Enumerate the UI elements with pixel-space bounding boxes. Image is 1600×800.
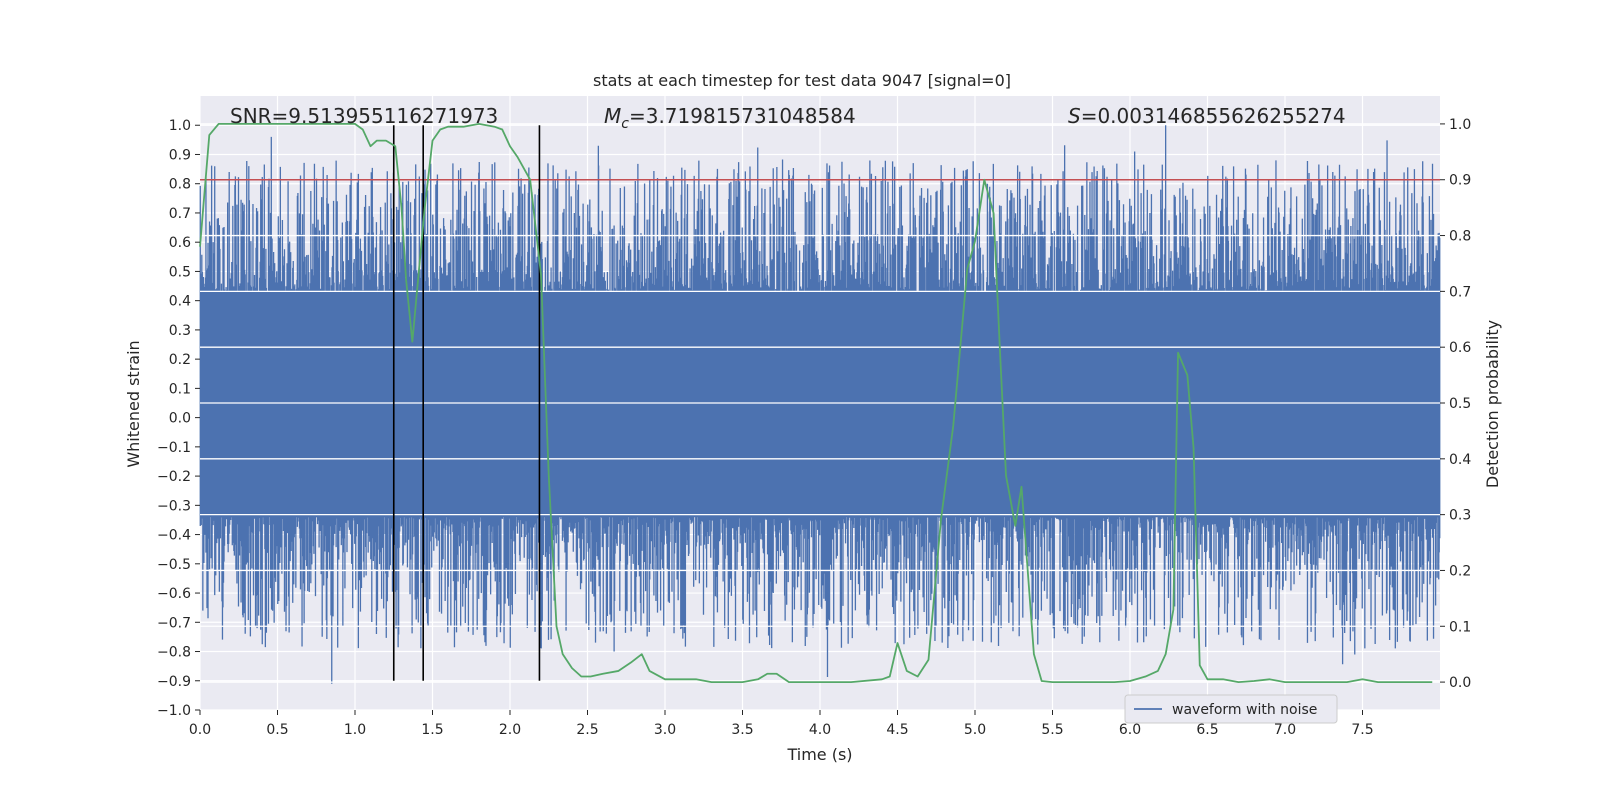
y-left-axis-label: Whitened strain <box>124 340 143 467</box>
legend: waveform with noise <box>1124 694 1338 724</box>
x-tick-label: 0.5 <box>266 722 288 738</box>
y-left-tick-label: 0.1 <box>169 381 191 397</box>
x-tick-label: 2.0 <box>499 722 521 738</box>
x-tick-label: 7.5 <box>1351 722 1373 738</box>
y-left-tick-label: −0.7 <box>157 615 191 631</box>
series-detection-probability <box>199 123 1433 683</box>
y-left-tick-label: 0.0 <box>169 411 191 427</box>
y-left-tick-label: −0.5 <box>157 557 191 573</box>
x-tick-label: 2.5 <box>576 722 598 738</box>
x-tick-label: 1.0 <box>344 722 366 738</box>
legend-box <box>1124 694 1338 724</box>
y-right-tick-label: 0.5 <box>1449 396 1471 412</box>
legend-label-waveform: waveform with noise <box>1172 702 1317 718</box>
y-right-tick-label: 0.2 <box>1449 563 1471 579</box>
y-left-tick-label: 0.2 <box>169 352 191 368</box>
y-right-tick-label: 0.4 <box>1449 452 1471 468</box>
x-tick-label: 5.5 <box>1041 722 1063 738</box>
x-axis-ticks: 0.0 0.5 1.0 1.5 2.0 2.5 3.0 3.5 4.0 4.5 5.0 5.5 6.0 6… <box>189 710 1374 738</box>
x-tick-label: 7.0 <box>1274 722 1296 738</box>
mc-subscript: c <box>621 116 629 132</box>
y-left-tick-label: −0.2 <box>157 469 191 485</box>
y-right-tick-label: 0.8 <box>1449 229 1471 245</box>
chart-title: stats at each timestep for test data 904… <box>593 71 1011 90</box>
x-tick-label: 6.5 <box>1196 722 1218 738</box>
s-symbol: S <box>1068 104 1081 128</box>
y-right-tick-label: 0.7 <box>1449 284 1471 300</box>
y-right-axis-label: Detection probability <box>1483 320 1502 488</box>
s-value: =0.003146855626255274 <box>1081 104 1346 128</box>
y-left-tick-label: 0.7 <box>169 206 191 222</box>
y-left-tick-label: 0.4 <box>169 294 191 310</box>
y-left-axis-ticks: −1.0 −0.9 −0.8 −0.7 −0.6 −0.5 −0.4 −0.3 −0.2 −0.1… <box>157 118 200 719</box>
x-tick-label: 1.5 <box>421 722 443 738</box>
x-tick-label: 4.0 <box>809 722 831 738</box>
x-tick-label: 5.0 <box>964 722 986 738</box>
y-right-tick-label: 0.6 <box>1449 340 1471 356</box>
y-left-tick-label: −0.8 <box>157 645 191 661</box>
y-left-tick-label: −0.9 <box>157 674 191 690</box>
snr-annotation: SNR=9.513955116271973 <box>230 104 498 128</box>
y-right-tick-label: 0.1 <box>1449 619 1471 635</box>
mc-annotation: Mc=3.719815731048584 <box>604 104 856 132</box>
y-right-tick-label: 0.9 <box>1449 173 1471 189</box>
y-right-tick-label: 0.3 <box>1449 508 1471 524</box>
y-left-tick-label: −0.4 <box>157 528 191 544</box>
y-left-tick-label: 0.8 <box>169 177 191 193</box>
x-axis-label: Time (s) <box>786 745 852 764</box>
y-left-tick-label: 0.5 <box>169 264 191 280</box>
y-left-tick-label: 0.9 <box>169 147 191 163</box>
y-right-tick-label: 0.0 <box>1449 675 1471 691</box>
y-right-axis-ticks: 0.0 0.1 0.2 0.3 0.4 0.5 0.6 0.7 0.8 0.9 1.0 <box>1440 117 1471 691</box>
x-tick-label: 0.0 <box>189 722 211 738</box>
y-left-tick-label: −0.6 <box>157 586 191 602</box>
y-left-tick-label: 0.6 <box>169 235 191 251</box>
y-left-tick-label: −0.3 <box>157 498 191 514</box>
s-annotation: S=0.003146855626255274 <box>1068 104 1346 128</box>
y-left-tick-label: −0.1 <box>157 440 191 456</box>
mc-symbol: M <box>604 104 621 128</box>
x-tick-label: 3.0 <box>654 722 676 738</box>
mc-value: =3.719815731048584 <box>629 104 856 128</box>
x-tick-label: 3.5 <box>731 722 753 738</box>
y-right-tick-label: 1.0 <box>1449 117 1471 133</box>
x-tick-label: 4.5 <box>886 722 908 738</box>
y-left-tick-label: −1.0 <box>157 703 191 719</box>
y-left-tick-label: 0.3 <box>169 323 191 339</box>
y-left-tick-label: 1.0 <box>169 118 191 134</box>
x-tick-label: 6.0 <box>1119 722 1141 738</box>
